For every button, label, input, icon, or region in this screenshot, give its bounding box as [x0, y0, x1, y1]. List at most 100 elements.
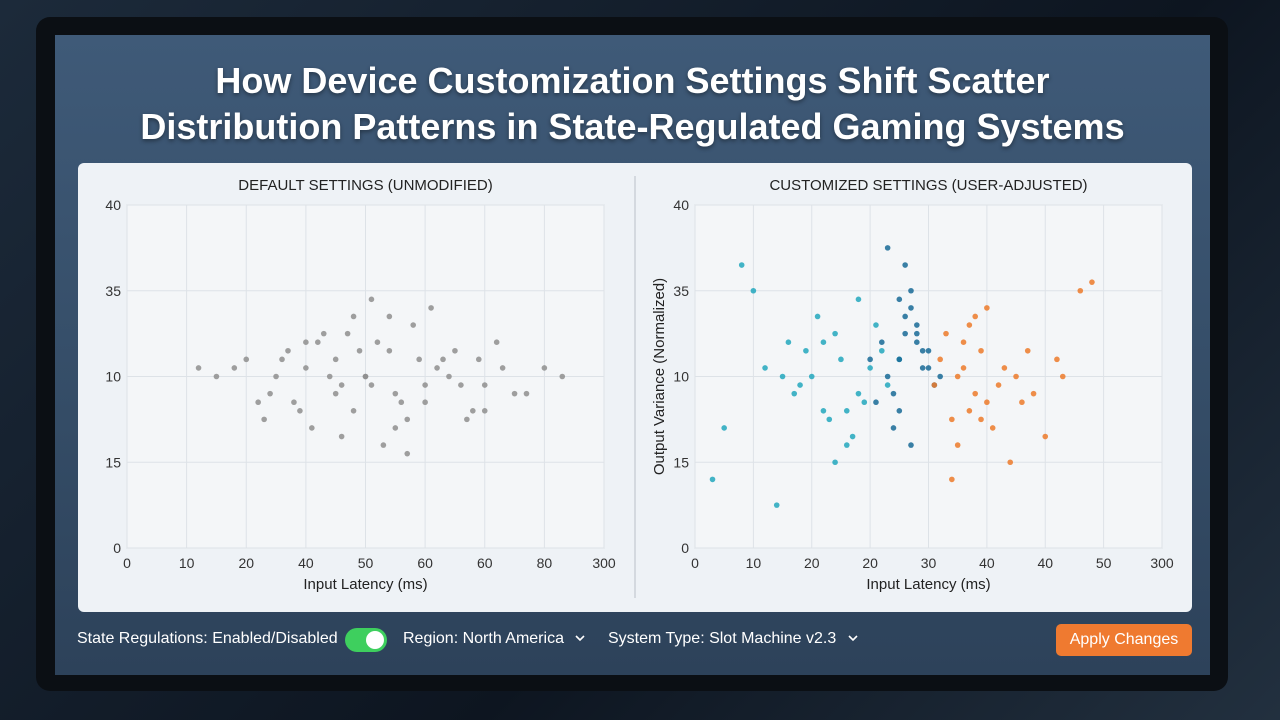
scatter-point — [908, 305, 914, 311]
scatter-point — [873, 399, 879, 406]
scatter-point — [773, 502, 780, 508]
scatter-point — [350, 408, 357, 414]
scatter-point — [559, 373, 566, 380]
chart-title: DEFAULT SETTINGS (UNMODIFIED) — [238, 177, 492, 194]
scatter-point — [908, 287, 914, 294]
x-axis-label: Input Latency (ms) — [303, 576, 427, 593]
scatter-point — [392, 390, 399, 397]
apply-button[interactable]: Apply Changes — [1056, 624, 1192, 656]
y-tick-label: 10 — [105, 369, 121, 385]
scatter-point — [380, 442, 387, 448]
scatter-point — [464, 416, 470, 423]
system-dropdown[interactable]: System Type: Slot Machine v2.3 — [608, 630, 859, 648]
scatter-point — [966, 408, 973, 414]
scatter-point — [954, 373, 961, 380]
title-line: How Device Customization Settings Shift … — [215, 60, 1050, 101]
scatter-point — [843, 442, 850, 448]
x-tick-label: 40 — [298, 555, 314, 571]
x-tick-label: 10 — [746, 555, 762, 571]
scatter-point — [1042, 433, 1049, 440]
scatter-point — [849, 433, 856, 440]
scatter-point — [344, 330, 351, 337]
scatter-point — [902, 313, 908, 320]
scatter-point — [797, 382, 803, 388]
x-tick-label: 60 — [417, 555, 433, 571]
scatter-point — [1089, 279, 1095, 285]
scatter-point — [416, 356, 422, 363]
scatter-point — [855, 296, 862, 303]
scatter-point — [1054, 356, 1060, 363]
scatter-point — [362, 373, 369, 380]
x-tick-label: 0 — [691, 555, 699, 571]
scatter-point — [291, 399, 297, 406]
scatter-point — [884, 245, 891, 251]
x-tick-label: 40 — [979, 555, 995, 571]
scatter-point — [470, 408, 476, 414]
scatter-point — [332, 390, 339, 397]
scatter-point — [422, 382, 428, 388]
scatter-point — [890, 390, 897, 397]
scatter-point — [896, 356, 903, 363]
scatter-point — [428, 305, 434, 311]
scatter-point — [356, 347, 363, 354]
regulations-label: State Regulations: Enabled/Disabled — [77, 630, 338, 647]
scatter-point — [896, 408, 903, 414]
scatter-point — [937, 373, 943, 380]
scatter-point — [978, 416, 984, 423]
scatter-point — [925, 365, 932, 371]
scatter-point — [826, 416, 833, 423]
scatter-point — [902, 330, 908, 337]
scatter-point — [902, 262, 908, 268]
scatter-point — [374, 339, 381, 346]
y-tick-label: 10 — [673, 369, 689, 385]
x-tick-label: 20 — [804, 555, 820, 571]
scatter-point — [791, 390, 798, 397]
scatter-point — [814, 313, 821, 320]
scatter-point — [446, 373, 452, 380]
scatter-point — [303, 339, 309, 346]
scatter-point — [1030, 390, 1037, 397]
scatter-point — [410, 322, 417, 328]
scatter-point — [386, 313, 393, 320]
scatter-point — [392, 425, 399, 431]
scatter-point — [879, 339, 885, 346]
scatter-point — [309, 425, 315, 431]
scatter-point — [803, 347, 809, 354]
scatter-point — [884, 382, 891, 388]
region-dropdown[interactable]: Region: North America — [403, 630, 586, 648]
scatter-point — [213, 373, 220, 380]
scatter-point — [919, 365, 926, 371]
y-tick-label: 40 — [673, 197, 689, 213]
scatter-point — [511, 390, 518, 397]
scatter-point — [297, 408, 303, 414]
scatter-point — [960, 339, 967, 346]
scatter-point — [440, 356, 446, 363]
scatter-point — [404, 416, 411, 423]
scatter-point — [541, 365, 548, 371]
scatter-point — [315, 339, 321, 346]
y-tick-label: 35 — [105, 283, 121, 299]
scatter-point — [908, 442, 914, 448]
scatter-point — [368, 296, 375, 303]
scatter-point — [843, 408, 850, 414]
x-tick-label: 30 — [921, 555, 937, 571]
scatter-point — [989, 425, 996, 431]
scatter-point — [972, 313, 978, 320]
scatter-point — [320, 330, 327, 337]
scatter-point — [243, 356, 250, 363]
x-tick-label: 0 — [123, 555, 131, 571]
x-tick-label: 60 — [477, 555, 493, 571]
toggle[interactable] — [345, 628, 387, 652]
scatter-point — [738, 262, 745, 268]
scatter-point — [273, 373, 279, 380]
scatter-point — [949, 476, 955, 483]
scatter-point — [404, 450, 411, 457]
scatter-point — [350, 313, 357, 320]
scatter-point — [914, 322, 920, 328]
scatter-point — [1001, 365, 1008, 371]
scatter-point — [873, 322, 879, 328]
title: How Device Customization Settings Shift … — [55, 58, 1210, 150]
scatter-point — [452, 347, 458, 354]
